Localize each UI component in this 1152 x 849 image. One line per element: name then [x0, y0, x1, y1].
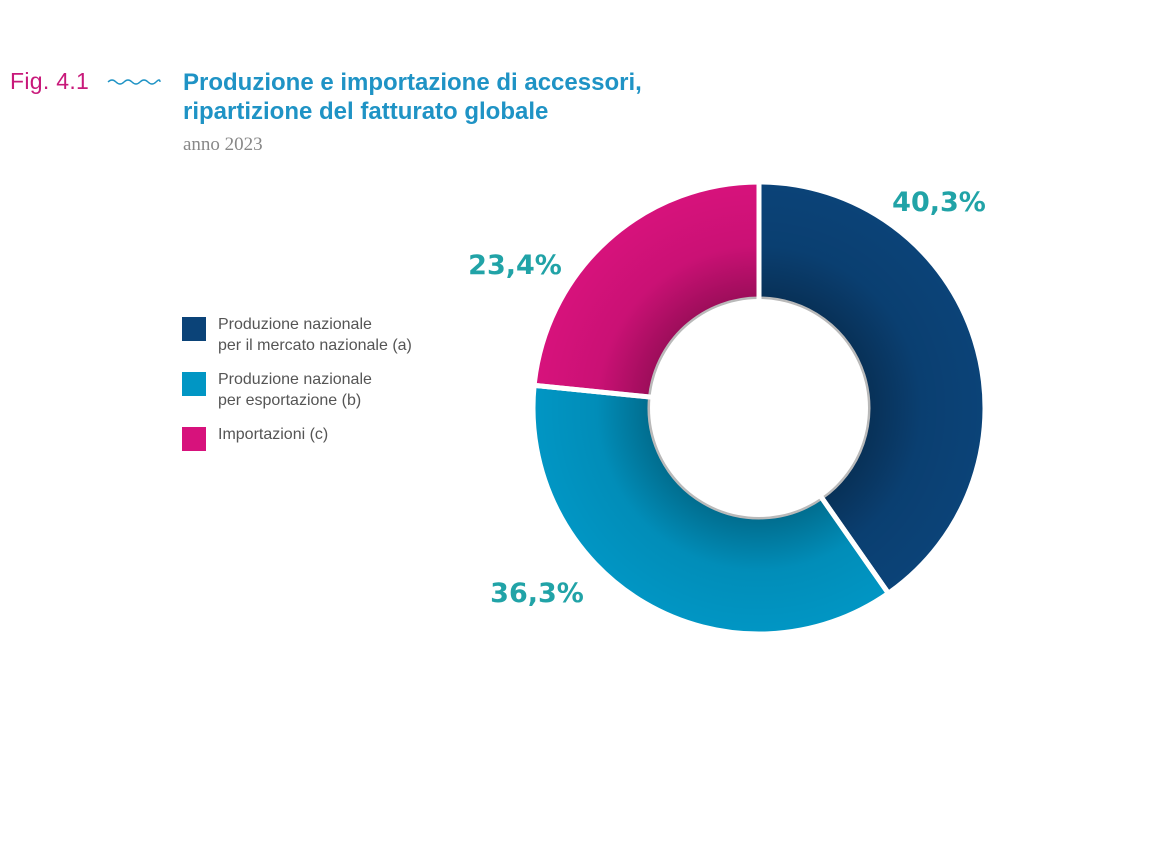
value-label-export: 36,3% [490, 578, 584, 609]
value-label-national-market: 40,3% [892, 187, 986, 218]
value-label-imports: 23,4% [468, 250, 562, 281]
legend-item-export: Produzione nazionale per esportazione (b… [182, 369, 512, 411]
legend-swatch-export [182, 372, 206, 396]
donut-slices [530, 179, 988, 637]
slice-separator [818, 494, 892, 597]
legend-item-national-market: Produzione nazionale per il mercato nazi… [182, 314, 512, 356]
legend-label-national-market: Produzione nazionale per il mercato nazi… [218, 316, 412, 354]
figure-number: Fig. 4.1 [10, 68, 90, 94]
legend-label-export: Produzione nazionale per esportazione (b… [218, 371, 372, 409]
legend-item-imports: Importazioni (c) [182, 424, 512, 451]
chart-subtitle: anno 2023 [183, 134, 263, 155]
wave-decoration-icon [107, 79, 161, 85]
chart-legend: Produzione nazionale per il mercato nazi… [182, 314, 512, 464]
slice-imports [531, 179, 762, 400]
legend-label-imports: Importazioni (c) [218, 426, 329, 443]
chart-title: Produzione e importazione di accessori, … [183, 68, 803, 126]
legend-swatch-national-market [182, 317, 206, 341]
chart-title-line-2: ripartizione del fatturato globale [183, 98, 549, 125]
legend-swatch-imports [182, 427, 206, 451]
chart-title-line-1: Produzione e importazione di accessori, [183, 69, 642, 96]
donut-value-labels: 40,3% 36,3% 23,4% [468, 187, 986, 609]
slice-separator [531, 382, 653, 400]
